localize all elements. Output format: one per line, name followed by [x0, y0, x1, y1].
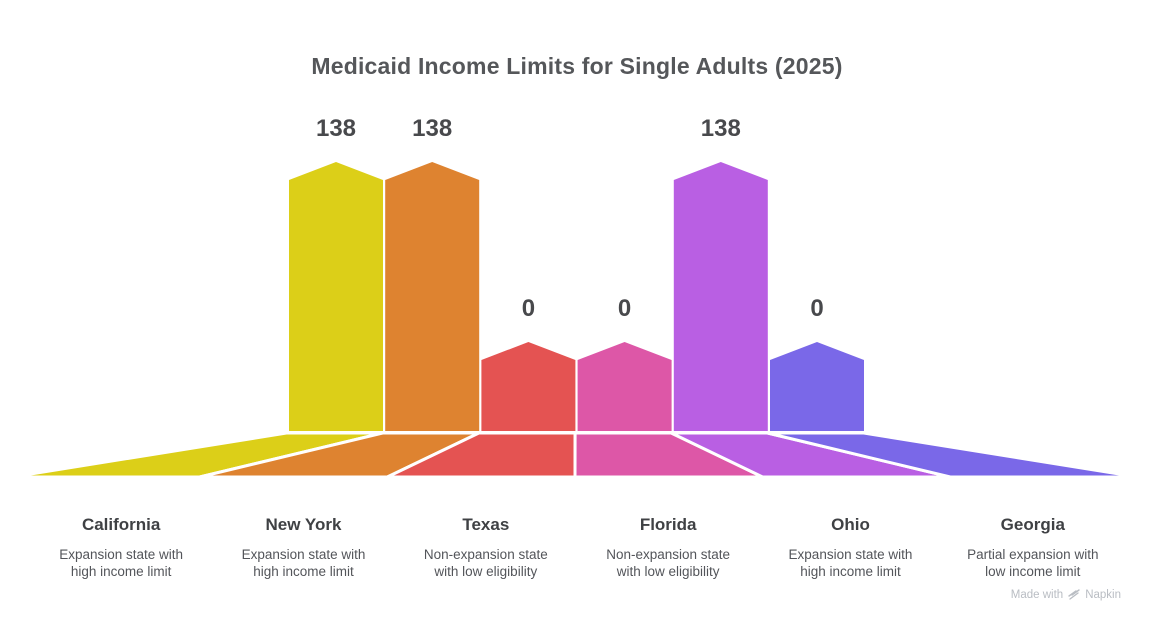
floor-segment-georgia — [767, 431, 1139, 479]
bar-texas — [481, 342, 576, 431]
bar-ohio — [673, 162, 768, 431]
category-description: Partial expansion with low income limit — [967, 547, 1099, 579]
category-ohio: Ohio Expansion state with high income li… — [759, 515, 941, 580]
bar-georgia — [770, 342, 864, 431]
category-georgia: Georgia Partial expansion with low incom… — [942, 515, 1124, 580]
category-texas: Texas Non-expansion state with low eligi… — [395, 515, 577, 580]
category-name: Ohio — [831, 515, 870, 534]
category-name: Georgia — [1000, 515, 1065, 534]
category-labels-row: California Expansion state with high inc… — [30, 515, 1124, 580]
category-description: Expansion state with high income limit — [241, 547, 366, 579]
category-name: Texas — [462, 515, 510, 534]
category-california: California Expansion state with high inc… — [30, 515, 212, 580]
napkin-watermark: Made with Napkin — [1011, 588, 1121, 601]
watermark-prefix: Made with — [1010, 588, 1064, 601]
category-description: Expansion state with high income limit — [788, 547, 913, 579]
bar-florida — [577, 342, 672, 431]
category-description: Non-expansion state with low eligibility — [606, 547, 731, 579]
value-label-ohio: 138 — [701, 115, 741, 142]
category-description: Non-expansion state with low eligibility — [423, 547, 548, 579]
category-description: Expansion state with high income limit — [59, 547, 184, 579]
category-name: Florida — [639, 515, 697, 534]
category-florida: Florida Non-expansion state with low eli… — [577, 515, 759, 580]
value-label-georgia: 0 — [810, 295, 823, 322]
category-new-york: New York Expansion state with high incom… — [212, 515, 394, 580]
bar-california — [289, 162, 383, 431]
chart-title: Medicaid Income Limits for Single Adults… — [311, 53, 843, 79]
napkin-scribble-icon — [1068, 589, 1080, 600]
watermark-brand: Napkin — [1085, 588, 1121, 601]
bar-new-york — [385, 162, 480, 431]
value-label-new-york: 138 — [412, 115, 452, 142]
category-name: New York — [265, 515, 342, 534]
value-label-california: 138 — [316, 115, 356, 142]
value-label-texas: 0 — [522, 295, 535, 322]
category-name: California — [81, 515, 161, 534]
value-label-florida: 0 — [618, 295, 631, 322]
